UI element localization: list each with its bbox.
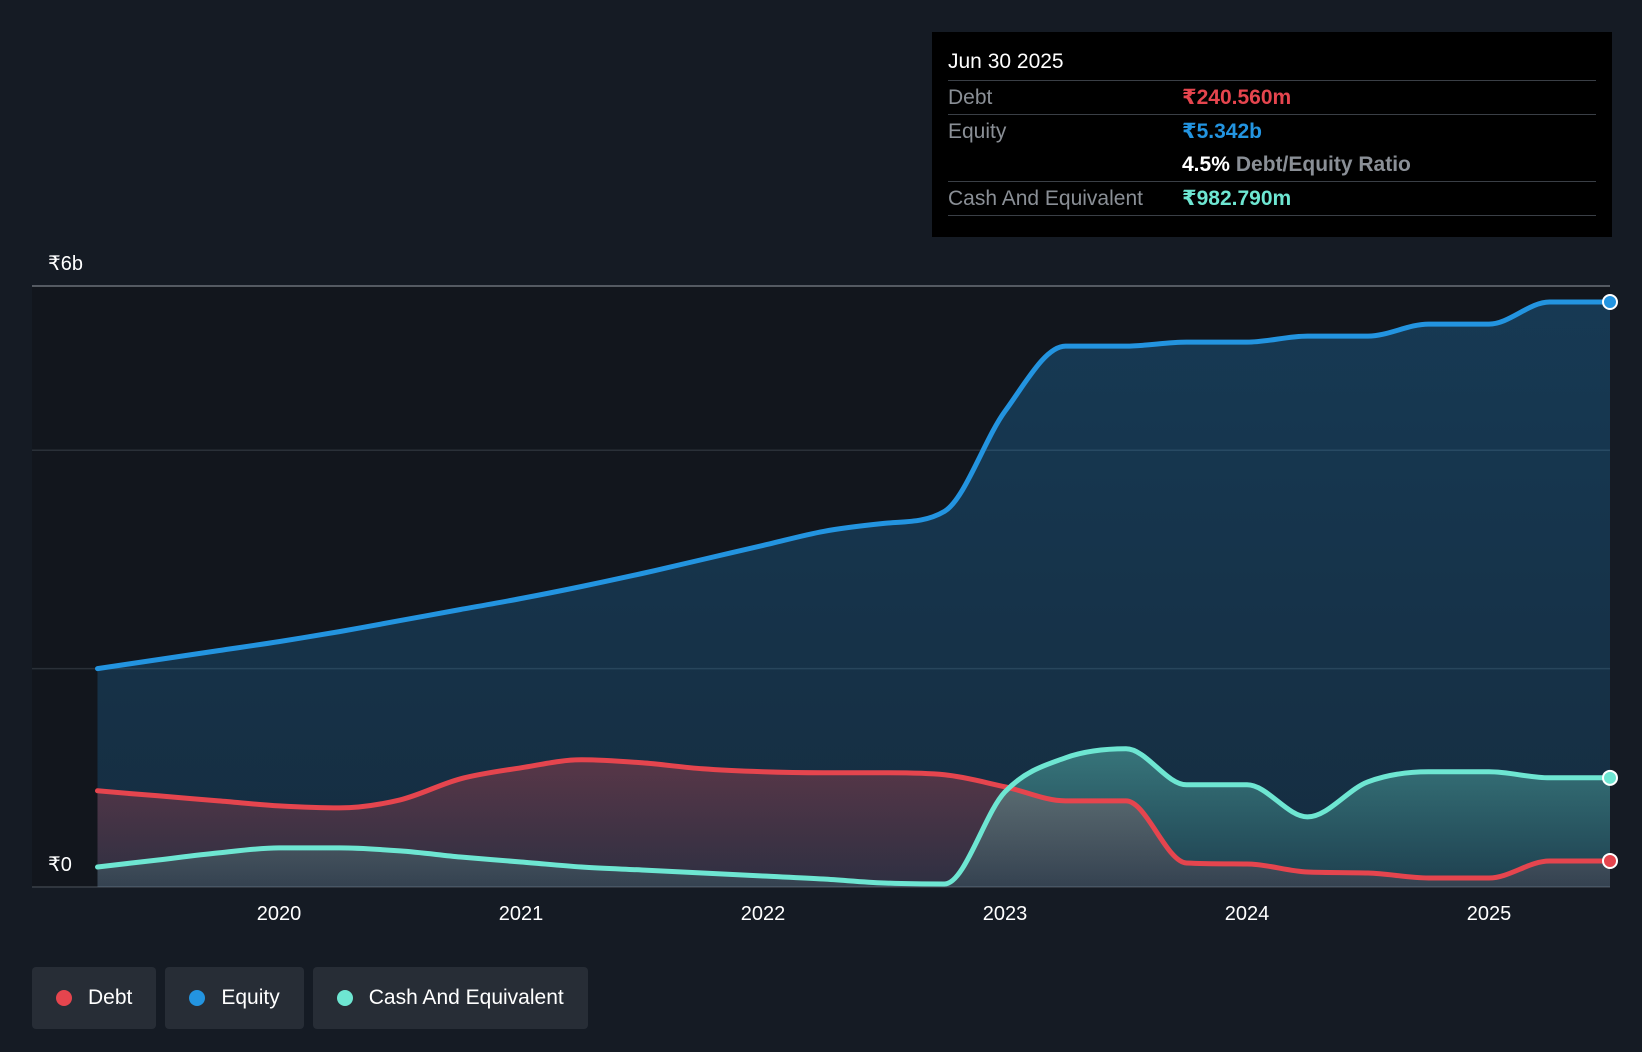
legend-item-equity[interactable]: Equity [165,967,304,1029]
x-tick-label: 2025 [1467,903,1512,925]
y-tick-label: ₹6b [48,253,83,275]
tooltip-debt-value: ₹240.560m [1182,86,1292,109]
debt-area [97,759,1610,887]
x-tick-label: 2021 [499,903,544,925]
tooltip-row-ratio: 4.5% Debt/Equity Ratio [948,148,1596,182]
cash-end-marker [1602,769,1618,786]
tooltip-row-equity: Equity ₹5.342b [948,115,1596,148]
x-tick-label: 2023 [983,903,1028,925]
legend-equity-label: Equity [221,986,280,1009]
series-lines [95,299,1613,887]
cash-line [95,746,1613,887]
tooltip-ratio-value: 4.5% [1182,153,1230,176]
tooltip-panel: Jun 30 2025 Debt ₹240.560m Equity ₹5.342… [932,32,1612,237]
tooltip-ratio-label: Debt/Equity Ratio [1235,153,1411,176]
series-areas [97,302,1610,887]
cash-area [97,748,1610,887]
tooltip-debt-label: Debt [948,86,993,109]
tooltip-equity-value: ₹5.342b [1182,120,1262,143]
tooltip-equity-label: Equity [948,120,1007,143]
legend-item-debt[interactable]: Debt [32,967,157,1029]
series-end-markers [1602,294,1618,869]
legend-item-cash[interactable]: Cash And Equivalent [312,967,588,1029]
debt-line [95,757,1613,881]
legend: Debt Equity Cash And Equivalent [32,967,597,1029]
cash-dot-icon [336,990,353,1006]
x-tick-label: 2020 [257,903,302,925]
tooltip-row-debt: Debt ₹240.560m [948,81,1596,115]
tooltip-ratio: 4.5% Debt/Equity Ratio [1182,148,1411,181]
equity-area [97,302,1610,887]
axis-labels: ₹6b ₹0 2020 2021 2022 2023 2024 2025 [48,253,1511,925]
tooltip-cash-label: Cash And Equivalent [948,187,1143,210]
y-tick-label: ₹0 [48,854,72,876]
equity-end-marker [1602,294,1618,311]
legend-debt-label: Debt [88,986,133,1009]
tooltip-date: Jun 30 2025 [948,46,1596,81]
equity-dot-icon [189,990,206,1006]
tooltip-row-cash: Cash And Equivalent ₹982.790m [948,182,1596,216]
debt-end-marker [1602,852,1618,869]
x-tick-label: 2024 [1225,903,1270,925]
debt-dot-icon [56,990,72,1006]
legend-cash-label: Cash And Equivalent [368,986,564,1009]
equity-line [95,299,1613,672]
tooltip-cash-value: ₹982.790m [1182,187,1292,210]
x-tick-label: 2022 [741,903,786,925]
